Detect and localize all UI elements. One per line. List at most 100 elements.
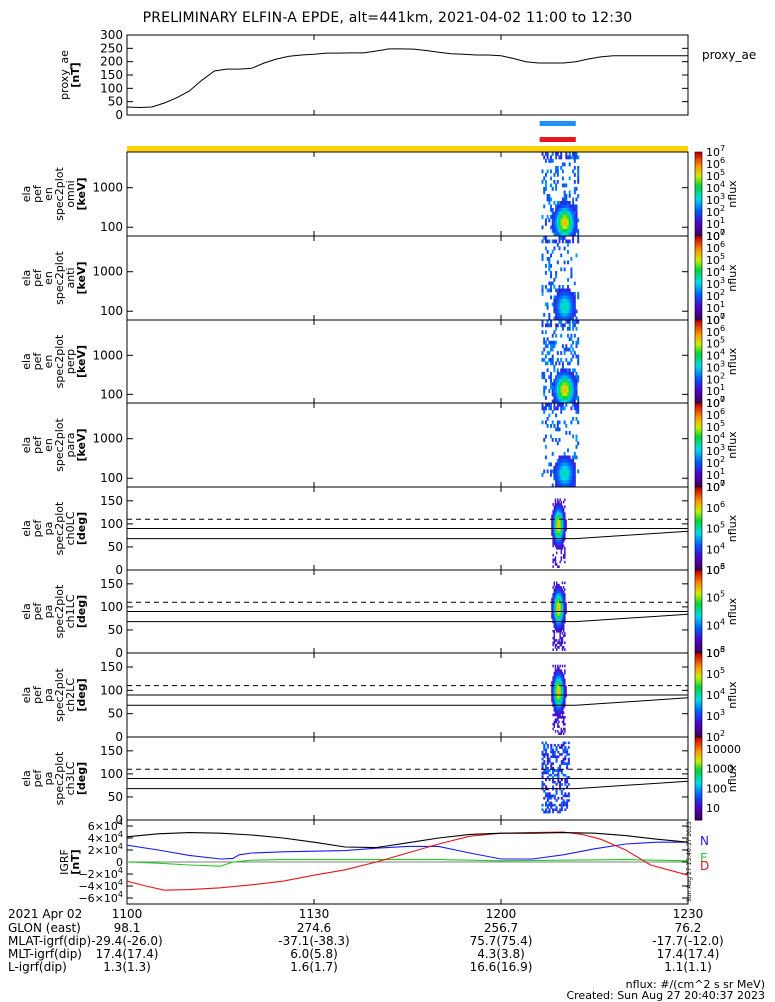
- en-para-heat-cell: [551, 469, 554, 474]
- pa-ch2LC-heat-cell: [565, 688, 567, 691]
- pa-ch3LC-heat-cell: [567, 794, 570, 798]
- pa-ch1LC-heat-cell: [553, 583, 556, 587]
- pa-ch3LC-heat-cell: [559, 785, 562, 789]
- colorbar-tick-exp: 3: [720, 192, 725, 201]
- pa-ch1LC-heat-cell: [552, 606, 554, 610]
- en-para-heat-cell: [544, 406, 547, 411]
- pa-ch0LC-colorbar-cell: [695, 552, 702, 554]
- en-para-heat-cell: [556, 406, 559, 411]
- en-perp-heat-cell: [568, 378, 571, 383]
- en-perp-heat-cell: [572, 375, 575, 380]
- colorbar-tick-base: 10: [706, 266, 720, 279]
- pa-ch1LC-heat-cell: [557, 599, 559, 603]
- pa-ch1LC-colorbar-cell: [695, 603, 702, 606]
- pa-ch3LC-heat-cell: [550, 748, 553, 752]
- en-omni-heat-cell: [556, 152, 559, 156]
- pa-ch0LC-heat-cell: [555, 521, 558, 525]
- pa-ch1LC-heat-cell: [559, 595, 561, 598]
- pa-ch1LC-heat-cell: [557, 623, 559, 626]
- en-perp-colorbar-cell: [695, 350, 702, 353]
- pa-ch2LC-colorbar-cell: [695, 734, 702, 737]
- pa-ch0LC-heat-cell: [557, 535, 559, 539]
- pa-ch3LC-heat-cell: [545, 794, 548, 798]
- pa-ch3LC-heat-cell: [543, 790, 546, 793]
- en-anti-heat-cell: [567, 295, 570, 300]
- pa-ch2LC-heat-cell: [559, 732, 561, 735]
- pa-ch2LC-heat-cell: [555, 685, 558, 689]
- pa-ch0LC-heat-cell: [559, 507, 561, 511]
- en-omni-heat-cell: [558, 155, 561, 160]
- en-omni-heat-cell: [561, 197, 564, 202]
- en-omni-heat-cell: [544, 218, 547, 223]
- en-perp-heat-cell: [565, 392, 568, 397]
- pa-ch2LC-heat-cell: [564, 730, 566, 733]
- pa-ch3LC-heat-cell: [560, 753, 563, 756]
- pa-ch3LC-heat-cell: [543, 769, 546, 772]
- pa-ch2LC-heat-cell: [560, 716, 563, 719]
- en-perp-heat-cell: [561, 392, 564, 397]
- pa-ch2LC-colorbar-cell: [695, 686, 702, 689]
- en-perp-heat-cell: [551, 392, 554, 397]
- en-perp-heat-cell: [543, 347, 546, 352]
- pa-ch0LC-heat-cell: [561, 516, 564, 520]
- pa-ch2LC-heat-cell: [560, 695, 563, 698]
- pa-ch3LC-colorbar-tick: 1000: [706, 763, 734, 776]
- en-para-heat-cell: [555, 469, 558, 474]
- pa-ch1LC-colorbar-cell: [695, 625, 702, 628]
- en-anti-heat-cell: [565, 299, 568, 303]
- pa-ch0LC-heat-cell: [562, 500, 565, 504]
- en-omni-colorbar-cell: [695, 163, 702, 166]
- en-perp-colorbar-cell: [695, 401, 702, 404]
- en-perp-heat-cell: [555, 378, 558, 383]
- en-para-heat-cell: [555, 473, 558, 477]
- en-para-heat-cell: [548, 462, 551, 467]
- pa-ch3LC-colorbar-cell: [695, 803, 702, 806]
- en-perp-ylabel-0: ela: [20, 353, 33, 370]
- en-omni-heat-cell: [555, 222, 558, 226]
- en-perp-colorbar-cell: [695, 332, 702, 335]
- ephem-value: 76.2: [675, 921, 702, 935]
- igrf-tick-exp: 4: [118, 866, 123, 875]
- pa-ch1LC-y-label: 100: [100, 600, 123, 614]
- pa-ch1LC-heat-cell: [564, 604, 566, 608]
- en-omni-heat-cell: [572, 155, 575, 160]
- en-para-colorbar-cell: [695, 415, 702, 418]
- en-omni-heat-cell: [565, 225, 568, 230]
- colorbar-tick-exp: 0: [720, 228, 725, 237]
- en-para-heat-cell: [550, 473, 553, 477]
- en-anti-ylabel-5: [keV]: [75, 261, 88, 294]
- colorbar-tick-base: 10: [706, 481, 720, 494]
- pa-ch3LC-heat-cell: [560, 796, 563, 800]
- pa-ch3LC-heat-cell: [546, 753, 549, 756]
- en-perp-heat-cell: [550, 344, 553, 348]
- en-omni-colorbar-cell: [695, 209, 702, 212]
- pa-ch2LC-heat-cell: [562, 692, 565, 696]
- pa-ch0LC-heat-cell: [553, 535, 556, 539]
- created-note: Created: Sun Aug 27 20:40:37 2023: [566, 989, 765, 1002]
- en-para-heat-cell: [577, 469, 580, 474]
- igrf-ylabel-0: IGRF: [58, 849, 71, 875]
- en-omni-colorbar-cell: [695, 194, 702, 196]
- en-anti-heat-cell: [563, 267, 566, 272]
- pa-ch0LC-heat-cell: [562, 507, 565, 511]
- en-omni-ylabel-5: [keV]: [75, 177, 88, 210]
- pa-ch1LC-heat-cell: [554, 599, 557, 603]
- pa-ch2LC-heat-cell: [551, 681, 553, 684]
- en-omni-heat-cell: [575, 155, 578, 160]
- en-omni-heat-cell: [555, 208, 558, 212]
- en-perp-heat-cell: [550, 347, 553, 352]
- en-para-heat-cell: [561, 462, 564, 467]
- en-para-heat-cell: [572, 417, 575, 421]
- pa-ch3LC-heat-cell: [555, 790, 558, 793]
- en-omni-heat-cell: [544, 173, 547, 177]
- pa-ch2LC-colorbar-cell: [695, 717, 702, 720]
- en-anti-heat-cell: [575, 253, 578, 258]
- pa-ch2LC-heat-cell: [553, 709, 556, 712]
- pa-ch1LC-heat-cell: [559, 616, 561, 619]
- pa-ch1LC-heat-cell: [561, 623, 564, 626]
- colorbar-tick-base: 10: [706, 170, 720, 183]
- pa-ch2LC-colorbar-cell: [695, 682, 702, 685]
- en-anti-heat-cell: [555, 299, 558, 303]
- pa-ch2LC-heat-cell: [561, 706, 564, 710]
- pa-ch3LC-heat-cell: [564, 801, 567, 805]
